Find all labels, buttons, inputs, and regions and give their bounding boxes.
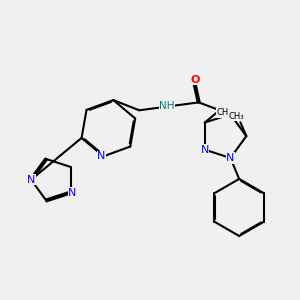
Text: N: N (68, 188, 77, 197)
Text: NH: NH (159, 101, 175, 111)
Text: N: N (226, 153, 235, 163)
Text: CH₃: CH₃ (229, 112, 244, 121)
Text: N: N (27, 175, 35, 185)
Text: CH₃: CH₃ (217, 108, 232, 117)
Text: N: N (200, 145, 209, 154)
Text: O: O (190, 75, 200, 85)
Text: N: N (97, 151, 106, 161)
